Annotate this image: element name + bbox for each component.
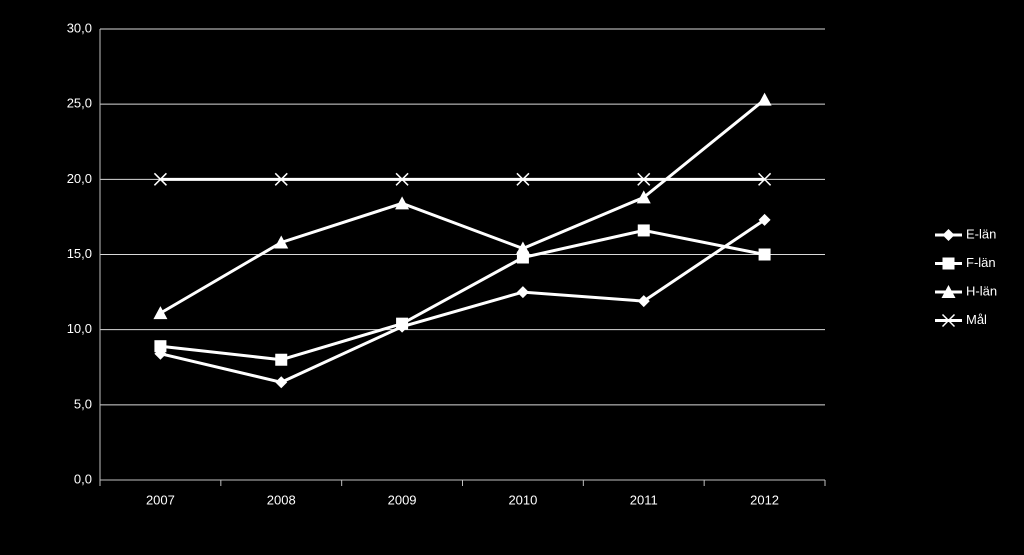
marker (395, 172, 409, 186)
y-tick-label: 25,0 (67, 96, 92, 111)
legend-marker (941, 285, 956, 298)
legend-marker (942, 257, 955, 270)
x-tick-label: 2012 (750, 492, 779, 507)
marker (637, 295, 650, 308)
marker (758, 248, 771, 261)
marker (757, 92, 772, 106)
marker (275, 376, 288, 389)
marker (516, 251, 529, 264)
marker (515, 241, 530, 255)
y-tick-label: 20,0 (67, 171, 92, 186)
legend-marker (942, 229, 955, 241)
series-line (160, 228, 765, 362)
x-tick-label: 2010 (508, 492, 537, 507)
marker (275, 353, 288, 366)
marker (153, 172, 167, 186)
marker (274, 172, 288, 186)
x-tick-label: 2007 (146, 492, 175, 507)
marker (395, 196, 410, 210)
y-tick-label: 15,0 (67, 246, 92, 261)
series-line (160, 218, 766, 384)
marker (516, 286, 529, 299)
marker (636, 190, 651, 204)
x-tick-label: 2009 (388, 492, 417, 507)
marker (274, 235, 289, 249)
marker (154, 340, 167, 353)
legend-label: Mål (966, 312, 987, 327)
marker (637, 172, 651, 186)
legend-label: E-län (966, 226, 996, 241)
marker (153, 306, 168, 320)
y-tick-label: 10,0 (67, 321, 92, 336)
y-tick-label: 5,0 (74, 396, 92, 411)
x-tick-label: 2011 (630, 492, 658, 507)
y-tick-label: 0,0 (74, 471, 92, 486)
legend-label: H-län (966, 283, 997, 298)
series-line (159, 98, 766, 315)
marker (516, 172, 530, 186)
marker (396, 317, 409, 330)
y-tick-label: 30,0 (67, 20, 92, 35)
legend-label: F-län (966, 255, 996, 270)
marker (758, 213, 771, 226)
marker (637, 224, 650, 237)
x-tick-label: 2008 (267, 492, 296, 507)
marker (758, 172, 772, 186)
legend-marker (941, 313, 956, 328)
